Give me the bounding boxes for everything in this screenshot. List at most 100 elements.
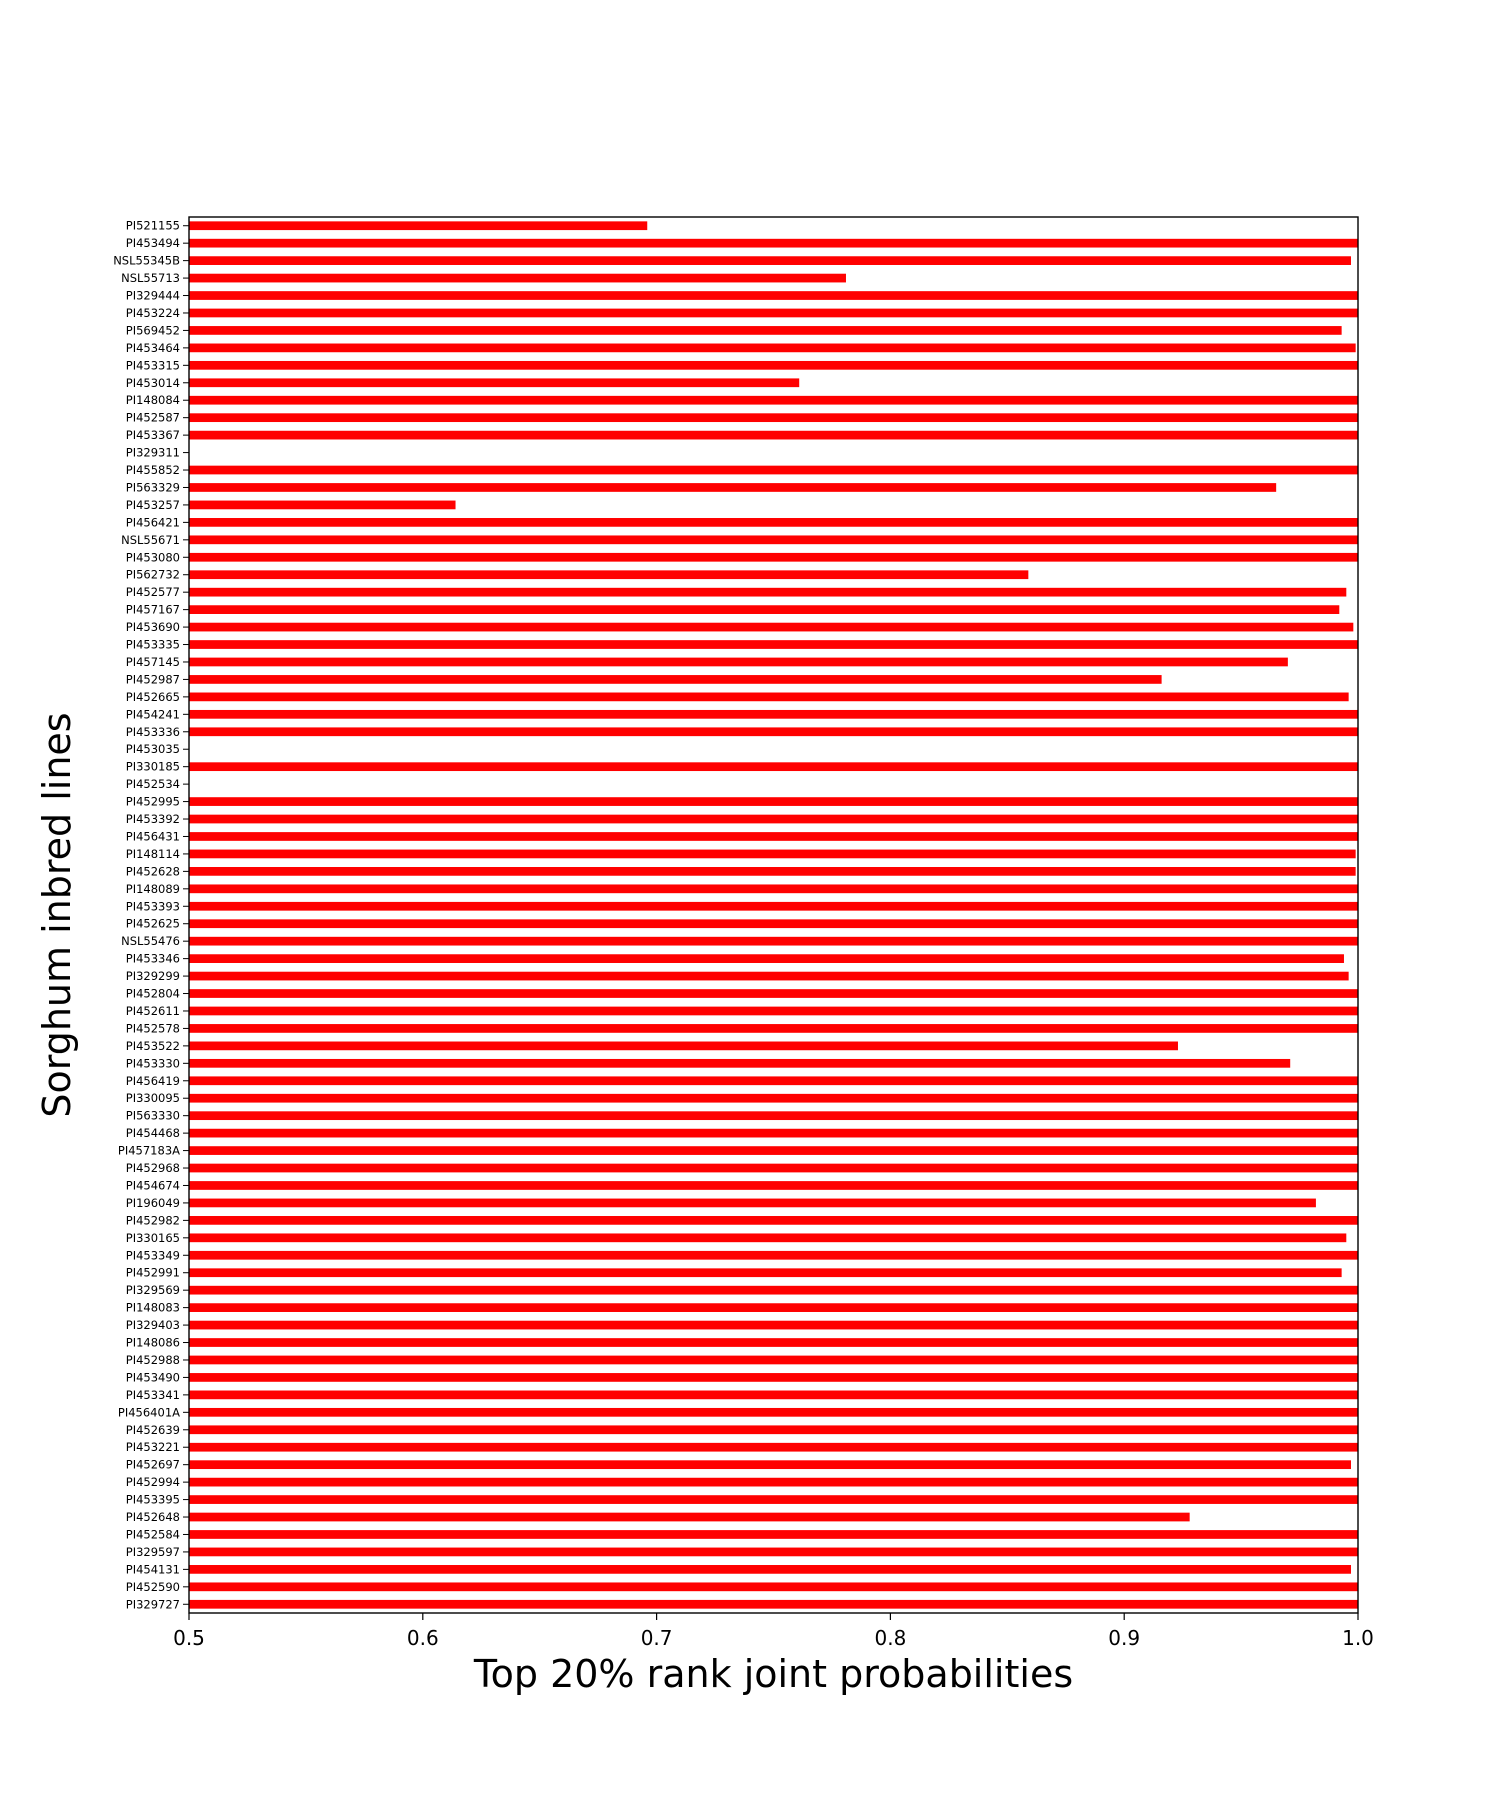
bar-PI329299: [189, 971, 1349, 981]
y-tick-label: PI455852: [126, 463, 180, 477]
y-tick-label: PI453349: [126, 1248, 180, 1262]
y-tick-label: PI452534: [126, 777, 180, 791]
x-tick-label: 0.9: [1108, 1626, 1140, 1650]
bar-PI457145: [189, 657, 1288, 667]
y-tick-label: PI453014: [126, 376, 180, 390]
y-tick-label: PI456421: [126, 515, 180, 529]
bar-PI452625: [189, 919, 1358, 929]
bar-PI330185: [189, 762, 1358, 772]
x-tick-label: 0.6: [407, 1626, 439, 1650]
bar-PI455852: [189, 465, 1358, 475]
y-tick-label: PI521155: [126, 219, 180, 233]
y-tick-label: PI452611: [126, 1004, 180, 1018]
bar-PI457183A: [189, 1146, 1358, 1155]
bar-PI329569: [189, 1285, 1358, 1295]
bar-PI452995: [189, 797, 1358, 806]
bar-PI452628: [189, 867, 1356, 876]
y-tick-label: PI148086: [126, 1336, 180, 1350]
bar-PI453336: [189, 727, 1358, 737]
y-tick-label: PI457167: [126, 603, 180, 617]
y-tick-label: PI452639: [126, 1423, 180, 1437]
y-tick-label: PI563330: [126, 1109, 180, 1123]
y-tick-label: PI452590: [126, 1580, 180, 1594]
y-tick-label: PI452991: [126, 1266, 180, 1280]
y-tick-label: NSL55713: [121, 271, 180, 285]
bar-PI453392: [189, 814, 1358, 824]
bar-PI453257: [189, 500, 456, 510]
bar-PI453393: [189, 901, 1358, 911]
bar-PI452577: [189, 587, 1347, 597]
bar-PI452578: [189, 1024, 1358, 1033]
y-tick-label: PI452584: [126, 1527, 180, 1541]
y-tick-label: PI452995: [126, 795, 180, 809]
bar-PI453367: [189, 430, 1358, 440]
y-tick-label: PI453464: [126, 341, 180, 355]
y-tick-label: PI329597: [126, 1545, 180, 1559]
y-tick-label: PI452625: [126, 917, 180, 931]
y-tick-label: NSL55476: [121, 934, 180, 948]
y-tick-label: PI452577: [126, 585, 180, 599]
y-tick-label: PI452587: [126, 411, 180, 425]
y-tick-label: PI453221: [126, 1440, 180, 1454]
y-tick-label: NSL55345B: [113, 254, 180, 268]
bar-PI453494: [189, 238, 1358, 248]
bar-PI329597: [189, 1547, 1358, 1557]
y-axis: PI521155 PI453494 NSL55345B NSL55713 PI32944…: [113, 219, 189, 1611]
y-tick-label: PI329311: [126, 446, 180, 460]
bar-PI330095: [189, 1093, 1358, 1103]
y-tick-label: PI454674: [126, 1178, 180, 1192]
bar-PI452968: [189, 1163, 1358, 1173]
y-tick-label: PI329299: [126, 969, 180, 983]
y-tick-label: PI453080: [126, 550, 180, 564]
bar-PI453221: [189, 1442, 1358, 1452]
bar-PI456421: [189, 518, 1358, 527]
bar-PI569452: [189, 326, 1342, 335]
y-tick-label: PI329727: [126, 1597, 180, 1611]
bar-PI453080: [189, 552, 1358, 562]
y-tick-label: PI453690: [126, 620, 180, 634]
y-tick-label: PI452578: [126, 1021, 180, 1035]
bar-PI454674: [189, 1181, 1358, 1190]
y-tick-label: PI454241: [126, 707, 180, 721]
y-tick-label: PI453224: [126, 306, 180, 320]
y-tick-label: PI148089: [126, 882, 180, 896]
y-tick-label: PI148114: [126, 847, 180, 861]
bar-PI453014: [189, 378, 800, 388]
bar-PI452988: [189, 1355, 1358, 1365]
y-tick-label: PI563329: [126, 480, 180, 494]
y-tick-label: PI562732: [126, 568, 180, 582]
bar-PI453224: [189, 308, 1358, 318]
bar-NSL55345B: [189, 256, 1351, 265]
y-tick-label: PI148084: [126, 393, 180, 407]
y-tick-label: PI453393: [126, 899, 180, 913]
bar-PI452665: [189, 692, 1349, 702]
bar-PI453346: [189, 954, 1344, 963]
y-tick-label: PI453336: [126, 725, 180, 739]
y-tick-label: PI452628: [126, 864, 180, 878]
bar-PI148084: [189, 395, 1358, 405]
y-tick-label: NSL55671: [121, 533, 180, 547]
y-tick-label: PI453367: [126, 428, 180, 442]
bar-PI453522: [189, 1041, 1178, 1051]
bar-PI456431: [189, 832, 1358, 841]
y-tick-label: PI453346: [126, 952, 180, 966]
y-tick-label: PI452697: [126, 1458, 180, 1472]
bar-PI456419: [189, 1076, 1358, 1086]
bar-PI452697: [189, 1460, 1351, 1470]
bar-PI456401A: [189, 1407, 1358, 1417]
y-tick-label: PI453335: [126, 638, 180, 652]
y-tick-label: PI453490: [126, 1370, 180, 1384]
bar-PI453330: [189, 1058, 1291, 1068]
bar-PI563329: [189, 483, 1277, 492]
y-tick-label: PI452988: [126, 1353, 180, 1367]
bar-PI453690: [189, 622, 1354, 632]
y-tick-label: PI330165: [126, 1231, 180, 1245]
y-tick-label: PI453257: [126, 498, 180, 512]
bar-PI453464: [189, 343, 1356, 353]
bar-PI148083: [189, 1303, 1358, 1312]
bar-PI452994: [189, 1477, 1358, 1487]
bar-PI452590: [189, 1582, 1358, 1592]
y-tick-label: PI454468: [126, 1126, 180, 1140]
bar-PI452982: [189, 1216, 1358, 1225]
bar-PI452639: [189, 1425, 1358, 1435]
